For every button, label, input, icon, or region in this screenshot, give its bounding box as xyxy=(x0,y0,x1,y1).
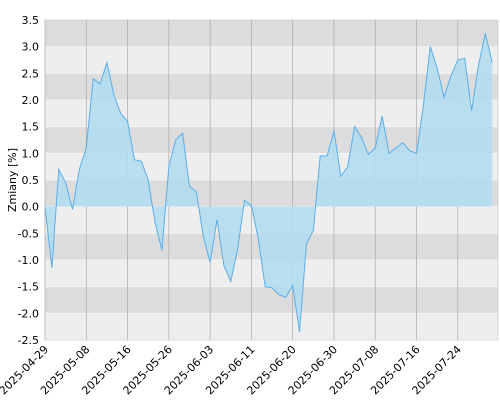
y-tick-label: 3.0 xyxy=(22,41,40,54)
grid-band xyxy=(45,20,498,47)
y-tick-label: -2.0 xyxy=(18,307,39,320)
line xyxy=(44,33,493,333)
y-tick-label: -1.5 xyxy=(18,281,39,294)
y-tick-label: 3.5 xyxy=(22,14,40,27)
y-tick-label: -0.5 xyxy=(18,227,39,240)
y-tick-label: 2.0 xyxy=(22,94,40,107)
y-tick-label: 2.5 xyxy=(22,67,40,80)
grid-band xyxy=(45,46,498,74)
y-tick-label: 1.0 xyxy=(22,147,40,160)
plot-border xyxy=(44,19,499,341)
y-tick-label: -1.0 xyxy=(18,254,39,267)
area xyxy=(45,33,493,332)
grid-band xyxy=(45,313,498,340)
grid-band xyxy=(45,286,498,314)
y-tick-label: -2.5 xyxy=(18,334,39,347)
y-tick-label: 0.5 xyxy=(22,174,40,187)
grid-band xyxy=(45,73,498,100)
y-tick-label: 1.5 xyxy=(22,121,40,134)
y-tick-label: 0.0 xyxy=(22,201,40,214)
y-axis-label: Zmiany [%] xyxy=(6,148,19,212)
